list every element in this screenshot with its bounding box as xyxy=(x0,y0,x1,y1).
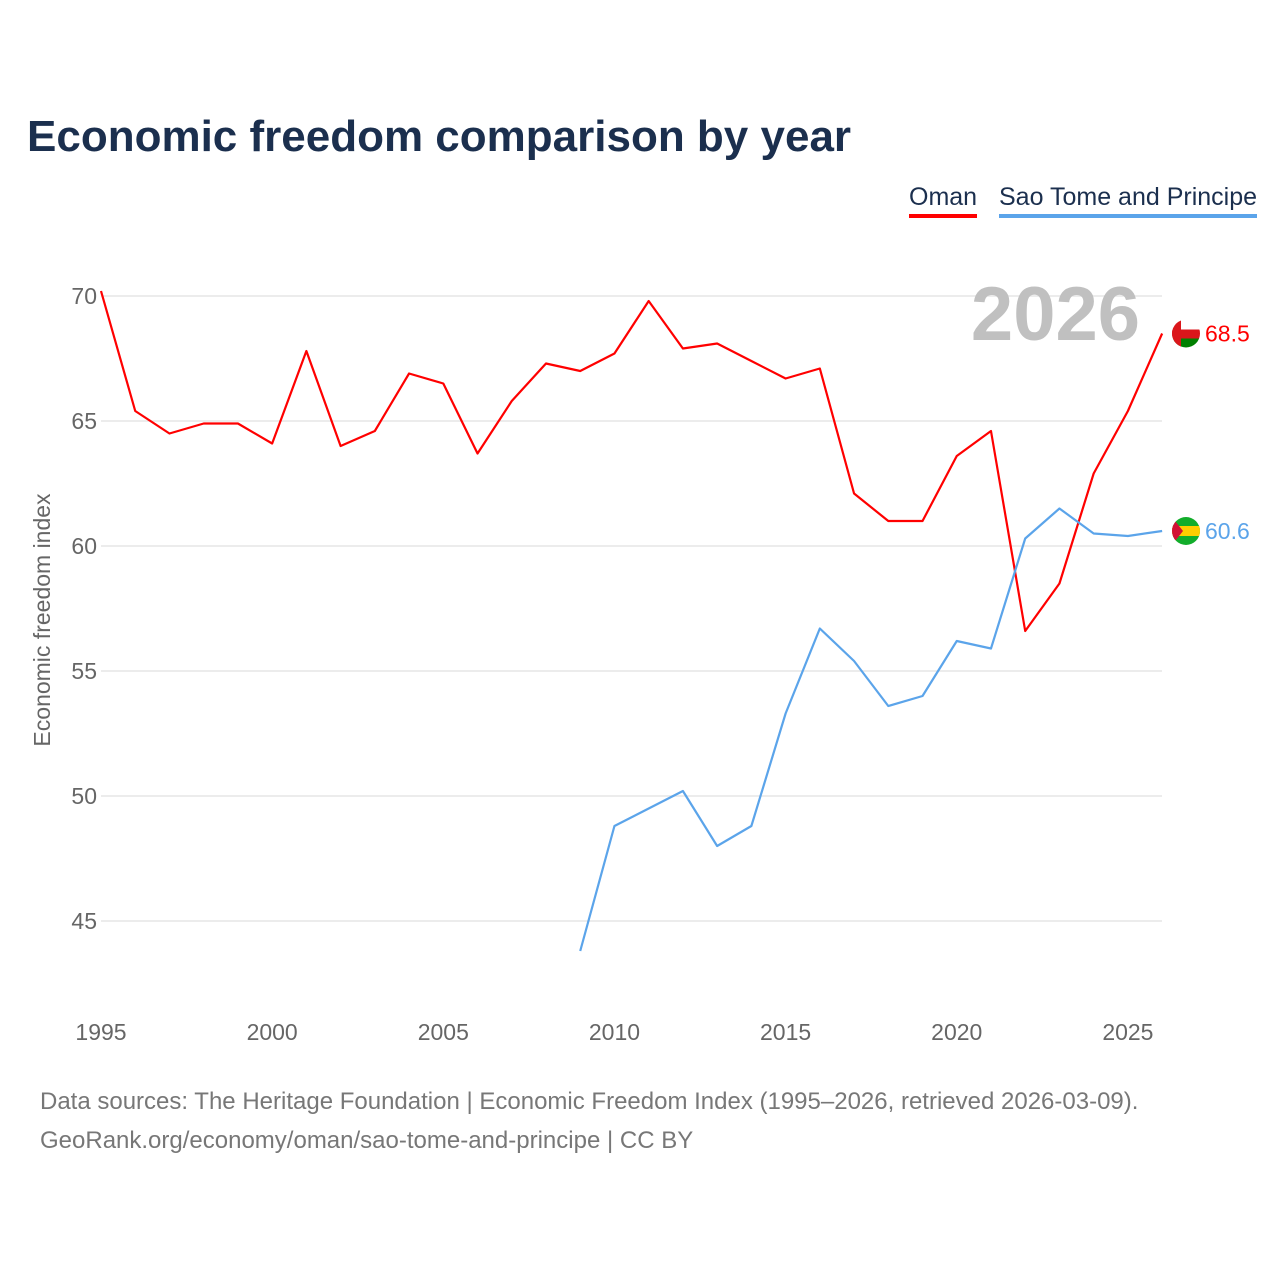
x-tick-label: 2015 xyxy=(760,1019,811,1045)
legend-sao-tome[interactable]: Sao Tome and Principe xyxy=(999,183,1258,218)
source-line-1: Data sources: The Heritage Foundation | … xyxy=(40,1088,1139,1115)
sao-tome-flag-icon xyxy=(1172,517,1200,545)
y-tick-label: 50 xyxy=(71,783,97,809)
x-tick-label: 2005 xyxy=(418,1019,469,1045)
y-tick-label: 45 xyxy=(71,908,97,934)
series-line-sao-tome xyxy=(579,507,1163,952)
x-tick-label: 2020 xyxy=(931,1019,982,1045)
end-value-label-oman: 68.5 xyxy=(1205,321,1250,347)
year-watermark: 2026 xyxy=(971,272,1140,357)
oman-flag-icon xyxy=(1172,319,1200,348)
y-tick-label: 70 xyxy=(71,283,97,309)
y-tick-label: 60 xyxy=(71,533,97,559)
x-tick-label: 2000 xyxy=(247,1019,298,1045)
x-tick-label: 1995 xyxy=(75,1019,126,1045)
y-tick-label: 65 xyxy=(71,408,97,434)
chart-title: Economic freedom comparison by year xyxy=(27,112,852,161)
source-line-2: GeoRank.org/economy/oman/sao-tome-and-pr… xyxy=(40,1127,694,1154)
series-line-oman xyxy=(99,290,1164,633)
y-tick-label: 55 xyxy=(71,658,97,684)
legend-oman[interactable]: Oman xyxy=(909,183,978,218)
x-tick-label: 2025 xyxy=(1102,1019,1153,1045)
y-axis-label: Economic freedom index xyxy=(29,493,55,747)
end-value-label-sao-tome: 60.6 xyxy=(1205,518,1250,544)
x-tick-label: 2010 xyxy=(589,1019,640,1045)
